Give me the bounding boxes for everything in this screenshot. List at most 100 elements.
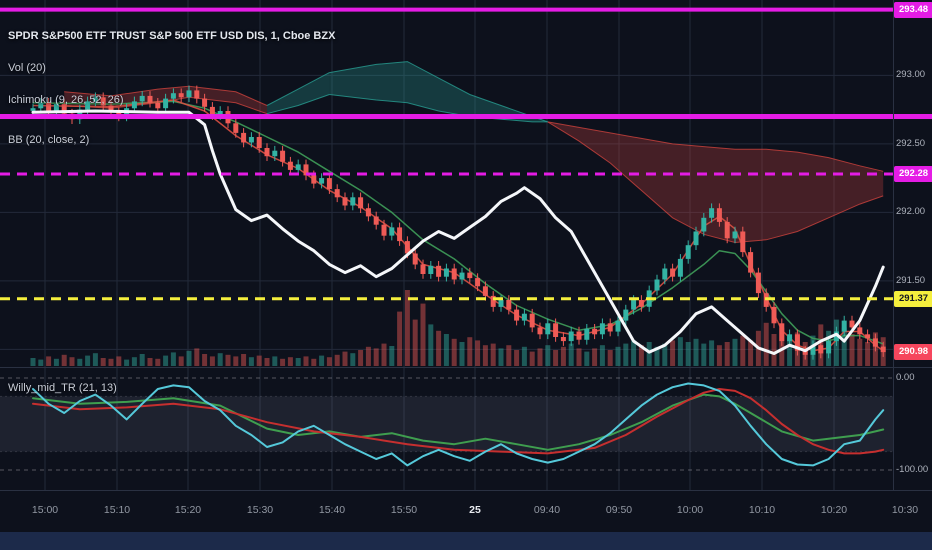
volume-bar — [482, 345, 488, 366]
ichimoku-cloud — [267, 72, 330, 114]
white-ma-line — [31, 109, 885, 355]
volume-bar — [514, 350, 520, 366]
volume-bar — [607, 350, 613, 366]
oscillator-pane[interactable] — [0, 368, 932, 490]
volume-bar — [397, 311, 403, 366]
candle-body — [654, 279, 660, 291]
candle-body — [506, 300, 512, 310]
candle-body — [592, 328, 598, 335]
candle-body — [241, 132, 247, 143]
volume-bar — [326, 357, 332, 366]
volume-bar — [654, 346, 660, 366]
volume-bar — [124, 359, 130, 366]
volume-bar — [381, 343, 387, 366]
price-badge[interactable]: 293.48 — [894, 2, 932, 18]
volume-bar — [436, 330, 442, 366]
ichimoku-cloud — [329, 61, 548, 122]
time-label: 10:10 — [748, 504, 776, 516]
candle-body — [92, 97, 98, 102]
osc-tick-label: 0.00 — [896, 372, 915, 383]
volume-bar — [560, 346, 566, 366]
candle-body — [38, 102, 44, 109]
volume-bar — [638, 345, 644, 366]
volume-bar — [131, 357, 137, 366]
candle-body — [638, 300, 644, 307]
volume-bar — [264, 358, 270, 366]
time-axis[interactable]: 15:00 15:10 15:20 15:30 15:40 15:50 25 09:40 09:… — [0, 490, 932, 533]
candle-body — [342, 197, 348, 206]
candle-body — [677, 258, 683, 277]
candle-body — [256, 137, 262, 148]
symbol-title[interactable]: SPDR S&P500 ETF TRUST S&P 500 ETF USD DI… — [8, 30, 336, 42]
candle-body — [467, 272, 473, 279]
candle-body — [716, 208, 722, 222]
volume-bar — [716, 345, 722, 366]
legend-ichimoku[interactable]: Ichimoku (9, 26, 52, 26) — [8, 94, 124, 106]
time-label: 10:30 — [891, 504, 919, 516]
candle-body — [841, 320, 847, 332]
volume-bar — [599, 345, 605, 366]
time-label: 15:40 — [318, 504, 346, 516]
volume-bar — [701, 343, 707, 366]
volume-bar — [155, 358, 161, 366]
volume-bar — [248, 357, 254, 366]
volume-bar — [85, 355, 91, 366]
candle-body — [670, 268, 676, 277]
candle-body — [545, 323, 551, 335]
candle-body — [771, 306, 777, 324]
volume-bar — [693, 338, 699, 366]
candle-body — [857, 327, 863, 335]
volume-bar — [865, 342, 871, 366]
volume-bar — [506, 345, 512, 366]
volume-bar — [280, 358, 286, 366]
volume-bar — [529, 351, 535, 366]
senkou-b-line — [547, 121, 884, 172]
price-badge[interactable]: 292.28 — [894, 166, 932, 182]
candle-body — [319, 178, 325, 184]
candle-body — [248, 137, 254, 143]
volume-bar — [241, 354, 247, 366]
volume-bar — [670, 340, 676, 366]
candle-body — [584, 328, 590, 340]
legend-volume[interactable]: Vol (20) — [8, 62, 46, 74]
candle-body — [365, 208, 371, 217]
candle-body — [280, 150, 286, 162]
volume-bar — [170, 352, 176, 366]
volume-bar — [662, 343, 668, 366]
volume-bar — [373, 348, 379, 366]
candle-body — [381, 224, 387, 236]
price-badge[interactable]: 290.98 — [894, 344, 932, 360]
osc-series-slow — [32, 388, 885, 455]
ichimoku-cloud — [547, 121, 884, 243]
price-badge[interactable]: 291.37 — [894, 291, 932, 307]
main-price-pane[interactable] — [0, 0, 932, 368]
candle-body — [46, 102, 52, 111]
candle-body — [131, 101, 137, 109]
volume-bar — [217, 353, 223, 366]
volume-bar — [256, 355, 262, 366]
volume-bar — [857, 338, 863, 366]
osc-series-fast — [32, 382, 885, 467]
legend-oscillator[interactable]: Willy_mid_TR (21, 13) — [8, 382, 117, 394]
time-label: 15:30 — [246, 504, 274, 516]
volume-bar — [100, 358, 106, 366]
candle-body — [459, 272, 465, 280]
volume-bar — [576, 348, 582, 366]
volume-bar — [771, 334, 777, 366]
candle-body — [576, 331, 582, 340]
candle-body — [794, 334, 800, 351]
candle-body — [607, 323, 613, 332]
volume-bar — [69, 357, 75, 366]
candle-body — [428, 265, 434, 274]
volume-bar — [631, 340, 637, 366]
candle-body — [732, 231, 738, 239]
volume-bar — [545, 345, 551, 366]
time-label: 15:10 — [103, 504, 131, 516]
volume-bar — [303, 356, 309, 366]
candle-body — [155, 102, 161, 109]
volume-bar — [389, 346, 395, 366]
volume-bar — [615, 346, 621, 366]
price-axis[interactable]: 293.00292.50292.00291.50291.000.00-100.0… — [893, 0, 932, 532]
legend-bollinger[interactable]: BB (20, close, 2) — [8, 134, 90, 146]
